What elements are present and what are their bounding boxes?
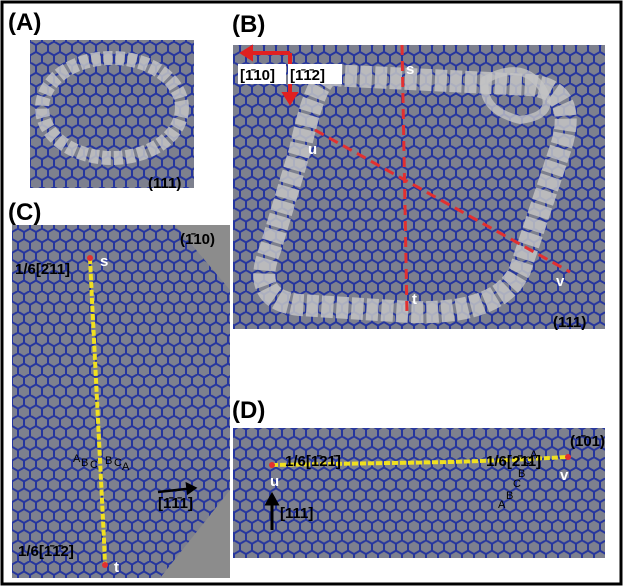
stacking-letter: A <box>530 449 538 461</box>
point-label: s <box>406 61 414 78</box>
plane-label: (111) <box>553 314 586 331</box>
point-label: v <box>556 273 565 290</box>
panel-label: (D) <box>232 397 265 424</box>
node <box>87 255 93 261</box>
stacking-letter: B <box>105 455 112 467</box>
panel-b: [1̄10] [1̄1̄2] (B) s u t v (111) <box>232 11 605 331</box>
stacking-letter: A <box>498 499 506 511</box>
point-label: v <box>560 467 569 484</box>
node <box>102 562 108 568</box>
plane-label: (1̄10) <box>180 231 215 248</box>
node <box>269 462 275 468</box>
plane-label: (1̄01) <box>570 433 605 450</box>
stacking-letter: A <box>73 453 81 465</box>
plane-label: (111) <box>148 175 181 192</box>
point-label: u <box>270 473 279 490</box>
point-label: u <box>308 141 317 158</box>
stacking-letter: B <box>506 490 513 502</box>
direction-label: [1̄1̄2] <box>290 67 325 84</box>
panel-label: (A) <box>8 9 41 36</box>
panel-label: (B) <box>232 11 265 38</box>
figure: (A) (111) [1̄10] [1̄1̄2] (B) s u t v (11… <box>0 0 623 586</box>
stacking-letter: B <box>518 468 525 480</box>
lattice <box>233 428 605 558</box>
direction-label: [1̄1̄1] <box>158 495 193 512</box>
burgers-label: 1/6[2̄11] <box>15 261 70 278</box>
burgers-label: 1/6[1̄1̄2] <box>18 543 74 560</box>
direction-label: [1̄10] <box>240 67 275 84</box>
panel-c: (C) (1̄10) 1/6[2̄11] s A B C B C A [1̄1̄… <box>8 199 230 578</box>
point-label: s <box>100 253 108 270</box>
burgers-label: 1/6[1̄21̄] <box>285 453 341 470</box>
point-label: t <box>114 559 119 576</box>
panel-label: (C) <box>8 199 41 226</box>
node <box>565 454 571 460</box>
stacking-letter: C <box>90 459 98 471</box>
stacking-letter: A <box>122 461 130 473</box>
point-label: t <box>412 291 417 308</box>
direction-label: [111] <box>280 505 313 522</box>
stacking-letter: B <box>81 457 88 469</box>
stacking-letter: C <box>114 457 122 469</box>
